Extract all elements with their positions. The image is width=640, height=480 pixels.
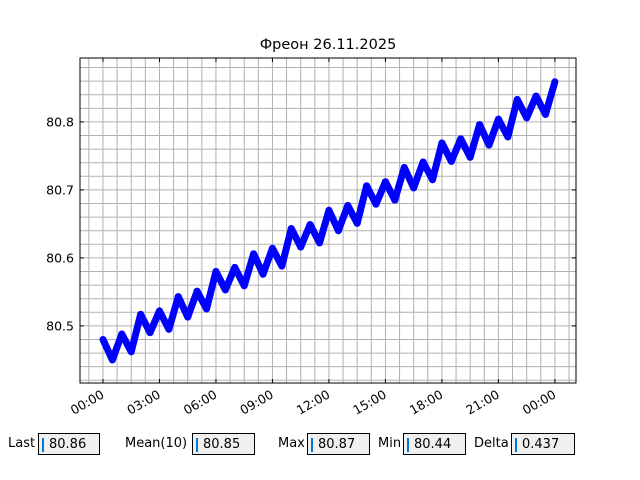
data-point	[334, 227, 342, 235]
y-tick-label: 80.6	[46, 250, 74, 265]
data-point	[184, 313, 192, 321]
data-point	[419, 158, 427, 166]
data-point	[551, 78, 559, 86]
stat-field[interactable]: 80.44	[403, 433, 466, 455]
data-point	[504, 133, 512, 141]
x-tick-label: 12:00	[294, 387, 333, 418]
x-tick-label: 00:00	[520, 387, 559, 418]
x-tick-label: 00:00	[68, 387, 107, 418]
data-point	[485, 141, 493, 149]
data-point	[438, 139, 446, 147]
stat-field[interactable]: 80.86	[38, 433, 100, 455]
stat-label: Mean(10)	[125, 436, 188, 451]
data-point	[541, 110, 549, 118]
y-tick-label: 80.8	[46, 114, 74, 129]
data-point	[165, 325, 173, 333]
data-point	[494, 115, 502, 123]
data-point	[391, 196, 399, 204]
stat-label: Delta	[474, 436, 509, 451]
data-point	[476, 121, 484, 129]
stat-label: Last	[8, 436, 36, 451]
data-point	[513, 95, 521, 103]
data-point	[344, 202, 352, 210]
data-point	[363, 182, 371, 190]
data-point	[429, 176, 437, 184]
stat-field[interactable]: 0.437	[511, 433, 575, 455]
data-point	[381, 178, 389, 186]
data-point	[193, 287, 201, 295]
data-point	[306, 221, 314, 229]
data-point	[316, 239, 324, 247]
data-point	[259, 270, 267, 278]
data-point	[447, 157, 455, 165]
x-tick-label: 15:00	[350, 387, 389, 418]
data-point	[231, 263, 239, 271]
data-point	[250, 250, 258, 258]
stat-field[interactable]: 80.87	[307, 433, 370, 455]
data-point	[212, 267, 220, 275]
data-point	[240, 282, 248, 290]
data-point	[268, 244, 276, 252]
data-point	[457, 135, 465, 143]
data-point	[118, 330, 126, 338]
data-point	[466, 153, 474, 161]
data-point	[108, 356, 116, 364]
x-tick-label: 18:00	[407, 387, 446, 418]
data-point	[221, 286, 229, 294]
x-tick-label: 06:00	[181, 387, 220, 418]
data-point	[325, 206, 333, 214]
y-tick-label: 80.7	[46, 182, 74, 197]
plot-frame	[79, 57, 577, 384]
data-point	[287, 225, 295, 233]
data-point	[523, 114, 531, 122]
data-point	[146, 329, 154, 337]
data-point	[297, 243, 305, 251]
x-tick-label: 09:00	[237, 387, 276, 418]
stat-field[interactable]: 80.85	[192, 433, 255, 455]
x-tick-label: 21:00	[463, 387, 502, 418]
stat-label: Min	[378, 436, 402, 451]
data-point	[155, 307, 163, 315]
data-point	[532, 92, 540, 100]
data-point	[99, 335, 107, 343]
data-point	[203, 305, 211, 313]
data-point	[127, 348, 135, 356]
data-point	[174, 293, 182, 301]
data-point	[278, 262, 286, 270]
data-point	[372, 200, 380, 208]
data-point	[353, 219, 361, 227]
data-point	[137, 310, 145, 318]
data-point	[400, 163, 408, 171]
x-tick-label: 03:00	[124, 387, 163, 418]
chart: Фреон 26.11.2025 80.5 80.6 80.7 80.8 00:00 03…	[46, 37, 577, 418]
stat-label: Max	[278, 436, 305, 451]
y-tick-label: 80.5	[46, 318, 74, 333]
chart-title: Фреон 26.11.2025	[260, 37, 397, 53]
data-point	[410, 184, 418, 192]
